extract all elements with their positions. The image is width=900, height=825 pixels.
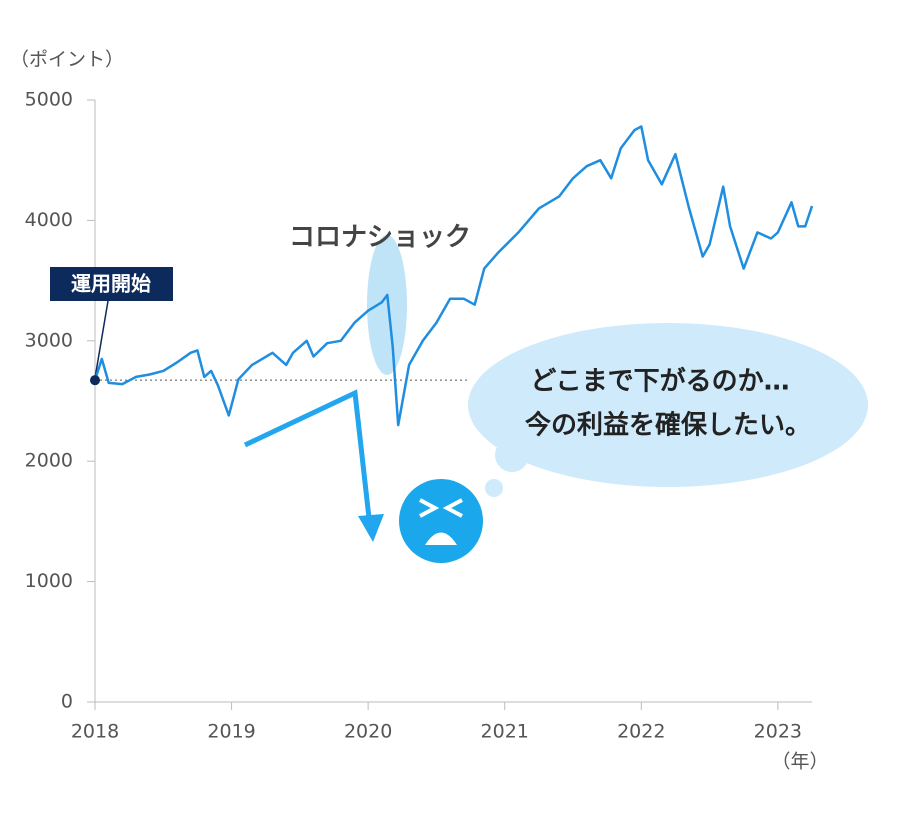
y-tick-label: 5000: [25, 89, 73, 111]
x-tick-label: 2023: [754, 721, 802, 743]
y-unit: （ポイント）: [10, 49, 124, 71]
covid-highlight: [367, 235, 407, 375]
thought-text: 今の利益を確保したい。: [525, 410, 811, 441]
start-label: 運用開始: [71, 272, 151, 296]
y-tick-label: 2000: [25, 450, 73, 472]
bubble-dot: [485, 479, 503, 497]
x-tick-label: 2019: [207, 721, 255, 743]
y-tick-label: 4000: [25, 209, 73, 231]
start-label-box: [50, 267, 173, 301]
y-tick-label: 3000: [25, 329, 73, 351]
start-dot: [90, 375, 100, 386]
x-tick-label: 2022: [617, 721, 665, 743]
bubble-dot: [495, 438, 529, 472]
x-unit: （年）: [771, 751, 828, 773]
y-tick-label: 0: [61, 691, 73, 713]
worried-face: [399, 479, 483, 563]
x-tick-label: 2021: [481, 721, 529, 743]
x-tick-label: 2018: [71, 721, 119, 743]
x-tick-label: 2020: [344, 721, 392, 743]
thought-bubble: [468, 323, 868, 487]
covid-label: コロナショック: [289, 223, 471, 253]
price-line: [93, 125, 814, 427]
down-arrow: [243, 389, 372, 519]
thought-text: どこまで下がるのか…: [530, 366, 789, 397]
start-pointer: [94, 300, 109, 379]
y-tick-label: 1000: [25, 570, 73, 592]
arrow-head: [358, 514, 384, 542]
